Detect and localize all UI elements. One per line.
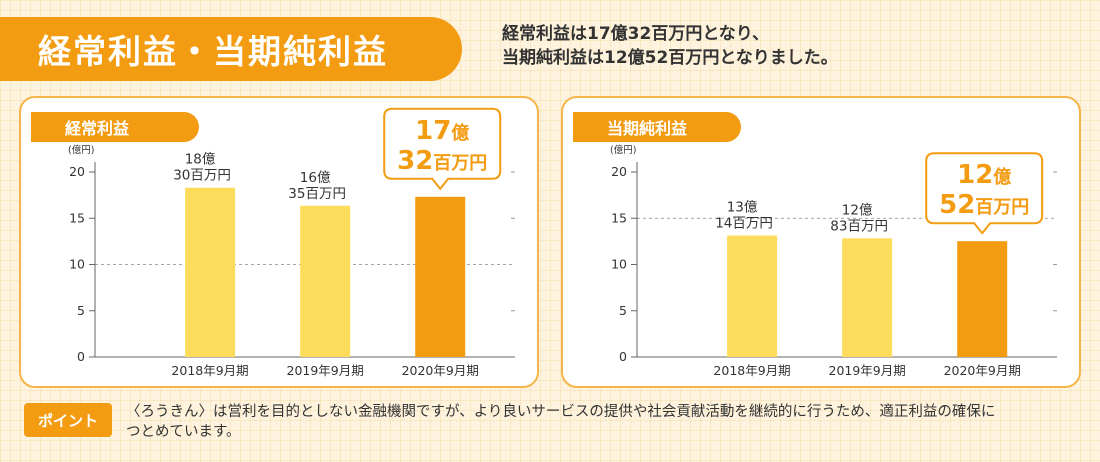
net-income-value-label: 13億: [727, 199, 758, 215]
net-income-value-label: 14百万円: [715, 215, 773, 231]
net-income-unit-label: (億円): [610, 144, 636, 156]
net-income-y-tick-label: 15: [611, 210, 627, 225]
point-text: 〈ろうきん〉は営利を目的としない金融機関ですが、より良いサービスの提供や社会貢献…: [126, 402, 1086, 442]
point-text-line-2: つとめています。: [126, 424, 241, 440]
net-income-chart: (億円)051015202018年9月期13億14百万円2019年9月期12億8…: [610, 144, 1057, 378]
ordinary-profit-callout-bubble: [383, 107, 502, 191]
ordinary-profit-bar: [300, 205, 351, 357]
net-income-category-label: 2018年9月期: [713, 363, 790, 378]
ordinary-profit-y-tick-label: 20: [69, 164, 85, 179]
ordinary-profit-unit-label: (億円): [68, 144, 94, 156]
ordinary-profit-value-label: 30百万円: [173, 168, 231, 184]
net-income-y-tick-label: 10: [611, 257, 627, 272]
summary-text: 経常利益は17億32百万円となり、 当期純利益は12億52百万円となりました。: [502, 22, 1082, 70]
ordinary-profit-callout-line-1: 17億: [415, 116, 469, 146]
net-income-bar: [957, 241, 1008, 357]
ordinary-profit-chart-title: 経常利益: [31, 112, 199, 142]
ordinary-profit-y-tick-label: 10: [69, 257, 85, 272]
point-badge: ポイント: [24, 403, 112, 437]
ordinary-profit-bar: [185, 187, 236, 357]
net-income-callout-line-1: 12億: [957, 160, 1011, 190]
net-income-callout-bubble: [925, 152, 1044, 235]
net-income-category-label: 2019年9月期: [829, 363, 906, 378]
ordinary-profit-category-label: 2018年9月期: [171, 363, 248, 378]
net-income-y-tick-label: 5: [619, 303, 627, 318]
ordinary-profit-category-label: 2019年9月期: [287, 363, 364, 378]
net-income-y-tick-label: 0: [619, 349, 627, 364]
ordinary-profit-value-label: 16億: [300, 170, 331, 186]
net-income-panel: 当期純利益 (億円) 0 5 10 15 20 2018年9月期 13億 14百万円 2019年9…: [561, 96, 1081, 388]
summary-line-1: 経常利益は17億32百万円となり、: [502, 24, 770, 44]
ordinary-profit-callout-line-2: 32百万円: [397, 146, 487, 176]
page-title: 経常利益・当期純利益: [0, 17, 462, 81]
ordinary-profit-value-label: 35百万円: [288, 186, 346, 202]
ordinary-profit-bar: [415, 196, 466, 357]
net-income-bar: [842, 238, 893, 357]
ordinary-profit-chart: (億円)051015202018年9月期18億30百万円2019年9月期16億3…: [68, 107, 515, 378]
ordinary-profit-category-label: 2020年9月期: [402, 363, 479, 378]
net-income-bar: [727, 235, 778, 357]
ordinary-profit-y-tick-label: 15: [69, 210, 85, 225]
net-income-value-label: 83百万円: [830, 218, 888, 234]
net-income-y-tick-label: 20: [611, 164, 627, 179]
ordinary-profit-value-label: 18億: [185, 152, 216, 168]
net-income-chart-title: 当期純利益: [573, 112, 741, 142]
summary-line-2: 当期純利益は12億52百万円となりました。: [502, 48, 838, 68]
net-income-value-label: 12億: [842, 202, 873, 218]
ordinary-profit-y-tick-label: 0: [77, 349, 85, 364]
net-income-category-label: 2020年9月期: [944, 363, 1021, 378]
ordinary-profit-panel: 経常利益 (億円) 0 5 10 15 20 2018年9月期 18億 30百万円 2019年9月…: [19, 96, 539, 388]
net-income-callout-line-2: 52百万円: [939, 190, 1029, 220]
point-text-line-1: 〈ろうきん〉は営利を目的としない金融機関ですが、より良いサービスの提供や社会貢献…: [126, 404, 996, 420]
ordinary-profit-y-tick-label: 5: [77, 303, 85, 318]
